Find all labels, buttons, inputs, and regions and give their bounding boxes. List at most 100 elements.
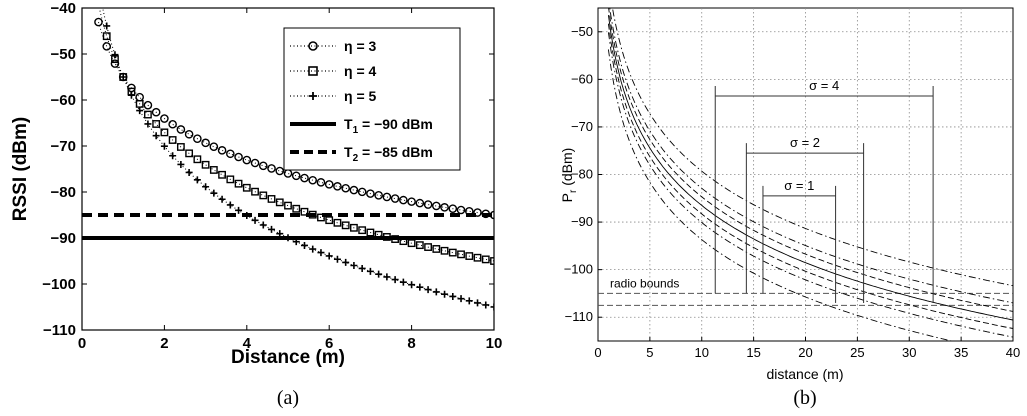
eta4-point (226, 175, 235, 184)
eta5-point (474, 299, 482, 307)
path-loss-curve (608, 8, 1013, 312)
eta3-point (316, 178, 326, 187)
eta3-point (357, 187, 367, 197)
eta5-point (375, 270, 383, 278)
eta3-point (423, 200, 433, 209)
eta3-point (432, 201, 441, 211)
eta3-point (382, 192, 392, 202)
eta4-point (448, 248, 457, 257)
legend-marker-eta5 (309, 92, 317, 100)
eta4-point (168, 136, 177, 144)
chart-a-series-clipped (82, 1, 494, 311)
eta3-point (481, 209, 491, 219)
y-tick-label: −50 (571, 24, 593, 39)
chart-b: 0 5 10 15 20 25 30 35 40−50−60−70−80−90−100−110 … (559, 7, 1020, 409)
chart-b-caption: (b) (793, 387, 816, 409)
eta4-point (185, 149, 194, 158)
eta4-point (481, 255, 490, 264)
eta3-point (374, 191, 383, 200)
path-loss-curve (612, 8, 1013, 287)
eta5-point (218, 195, 226, 203)
legend-label-t2: T2 = −85 dBm (344, 144, 433, 164)
chart-b-xlabel: distance (m) (766, 366, 843, 382)
eta5-point (169, 152, 177, 160)
eta4-point (152, 120, 161, 128)
legend-label-eta4: η = 4 (344, 63, 377, 79)
eta4-point (317, 213, 325, 222)
eta3-point (341, 183, 350, 193)
x-tick-label: 10 (695, 345, 709, 360)
eta5-point (152, 132, 160, 140)
eta5-point (416, 283, 424, 291)
path-loss-curve (607, 49, 954, 341)
eta5-point (103, 22, 111, 30)
eta5-point (333, 255, 341, 263)
eta5-point (490, 303, 494, 311)
eta5-point (342, 258, 350, 266)
legend-label-eta3: η = 3 (344, 38, 377, 54)
eta3-point (415, 198, 425, 208)
eta3-point (226, 149, 235, 159)
eta4-point (424, 243, 432, 251)
eta5-point (383, 273, 391, 281)
eta3-point (250, 158, 260, 168)
eta4-point (440, 246, 449, 255)
eta5-point (399, 278, 407, 286)
eta3-point (209, 142, 219, 152)
eta5-point (317, 249, 325, 257)
eta3-point (217, 146, 227, 155)
y-tick-label: −90 (51, 230, 76, 247)
eta5-point (235, 206, 243, 214)
eta4-point (341, 221, 350, 230)
radio-bounds-label: radio bounds (610, 276, 679, 290)
chart-b-grid (598, 8, 1013, 341)
y-tick-label: −60 (51, 92, 76, 109)
eta5-point (202, 183, 210, 191)
eta4-point (399, 237, 408, 246)
eta5-point (276, 230, 284, 238)
eta5-point (391, 276, 399, 284)
x-tick-label: 25 (850, 345, 864, 360)
chart-a-series (82, 1, 494, 311)
eta4-point (333, 218, 342, 227)
eta4-point (473, 253, 482, 262)
eta4-point (95, 1, 101, 7)
eta4-point (465, 252, 474, 260)
eta5-point (366, 267, 374, 275)
eta3-point (168, 119, 177, 129)
eta4-point (490, 257, 494, 265)
eta5-point (210, 189, 218, 197)
y-tick-label: −100 (42, 276, 76, 293)
sigma-label: σ = 4 (809, 78, 839, 93)
eta3-point (143, 100, 153, 110)
eta3-point (300, 173, 309, 183)
eta3-point (267, 164, 276, 173)
eta5-point (193, 176, 201, 184)
legend-label-t1: T1 = −90 dBm (344, 116, 433, 136)
eta4-point (176, 143, 185, 151)
eta3-point (333, 182, 342, 191)
eta5-point (408, 281, 416, 289)
eta4-point (432, 245, 441, 253)
y-tick-label: −110 (565, 309, 593, 324)
y-tick-label: −90 (571, 214, 593, 229)
eta4-point (251, 187, 259, 196)
eta5-point (325, 252, 333, 260)
eta3-point (390, 194, 400, 203)
eta3-point (448, 204, 458, 213)
legend-marker-eta3 (308, 41, 318, 51)
path-loss-curve (607, 15, 1013, 321)
eta5-point (424, 286, 432, 294)
eta3-point (160, 114, 169, 123)
eta5-point (482, 301, 490, 309)
y-tick-label: −50 (51, 46, 76, 63)
eta4-point (415, 241, 424, 250)
eta4-point (102, 32, 111, 41)
path-loss-curve (609, 8, 1013, 304)
eta3-point (308, 175, 318, 185)
y-tick-label: −40 (51, 0, 76, 17)
eta5-point (309, 245, 317, 253)
eta5-point (243, 211, 251, 219)
y-tick-label: −60 (571, 71, 593, 86)
